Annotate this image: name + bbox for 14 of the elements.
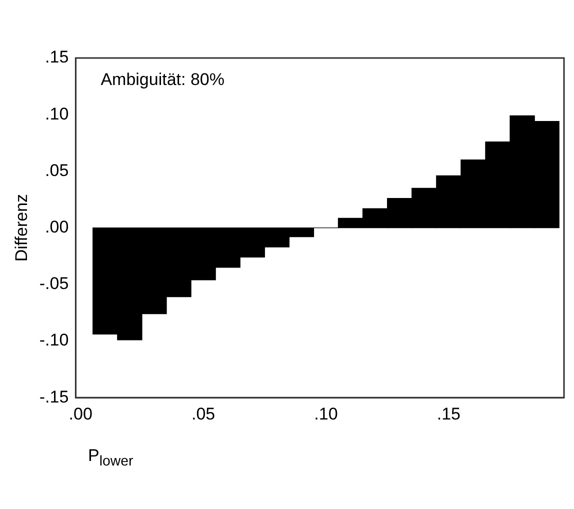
y-tick-label: -.10 xyxy=(39,330,69,350)
y-tick-label: .05 xyxy=(45,160,69,180)
y-tick-label: .00 xyxy=(45,217,69,236)
x-tick-label: .00 xyxy=(68,404,92,424)
annotation: Ambiguität: 80% xyxy=(100,70,224,90)
x-tick-label: .10 xyxy=(314,404,338,424)
x-tick-label: .05 xyxy=(191,404,216,424)
y-tick-label: .10 xyxy=(45,104,69,124)
x-axis-title: P$_{lower}$ xyxy=(88,446,134,470)
x-tick-label: .15 xyxy=(436,404,460,424)
y-tick-label: .15 xyxy=(45,48,69,67)
y-tick-label: -.05 xyxy=(39,274,69,294)
y-axis-title: Differenz xyxy=(12,194,31,262)
y-tick-label: -.15 xyxy=(39,387,69,406)
